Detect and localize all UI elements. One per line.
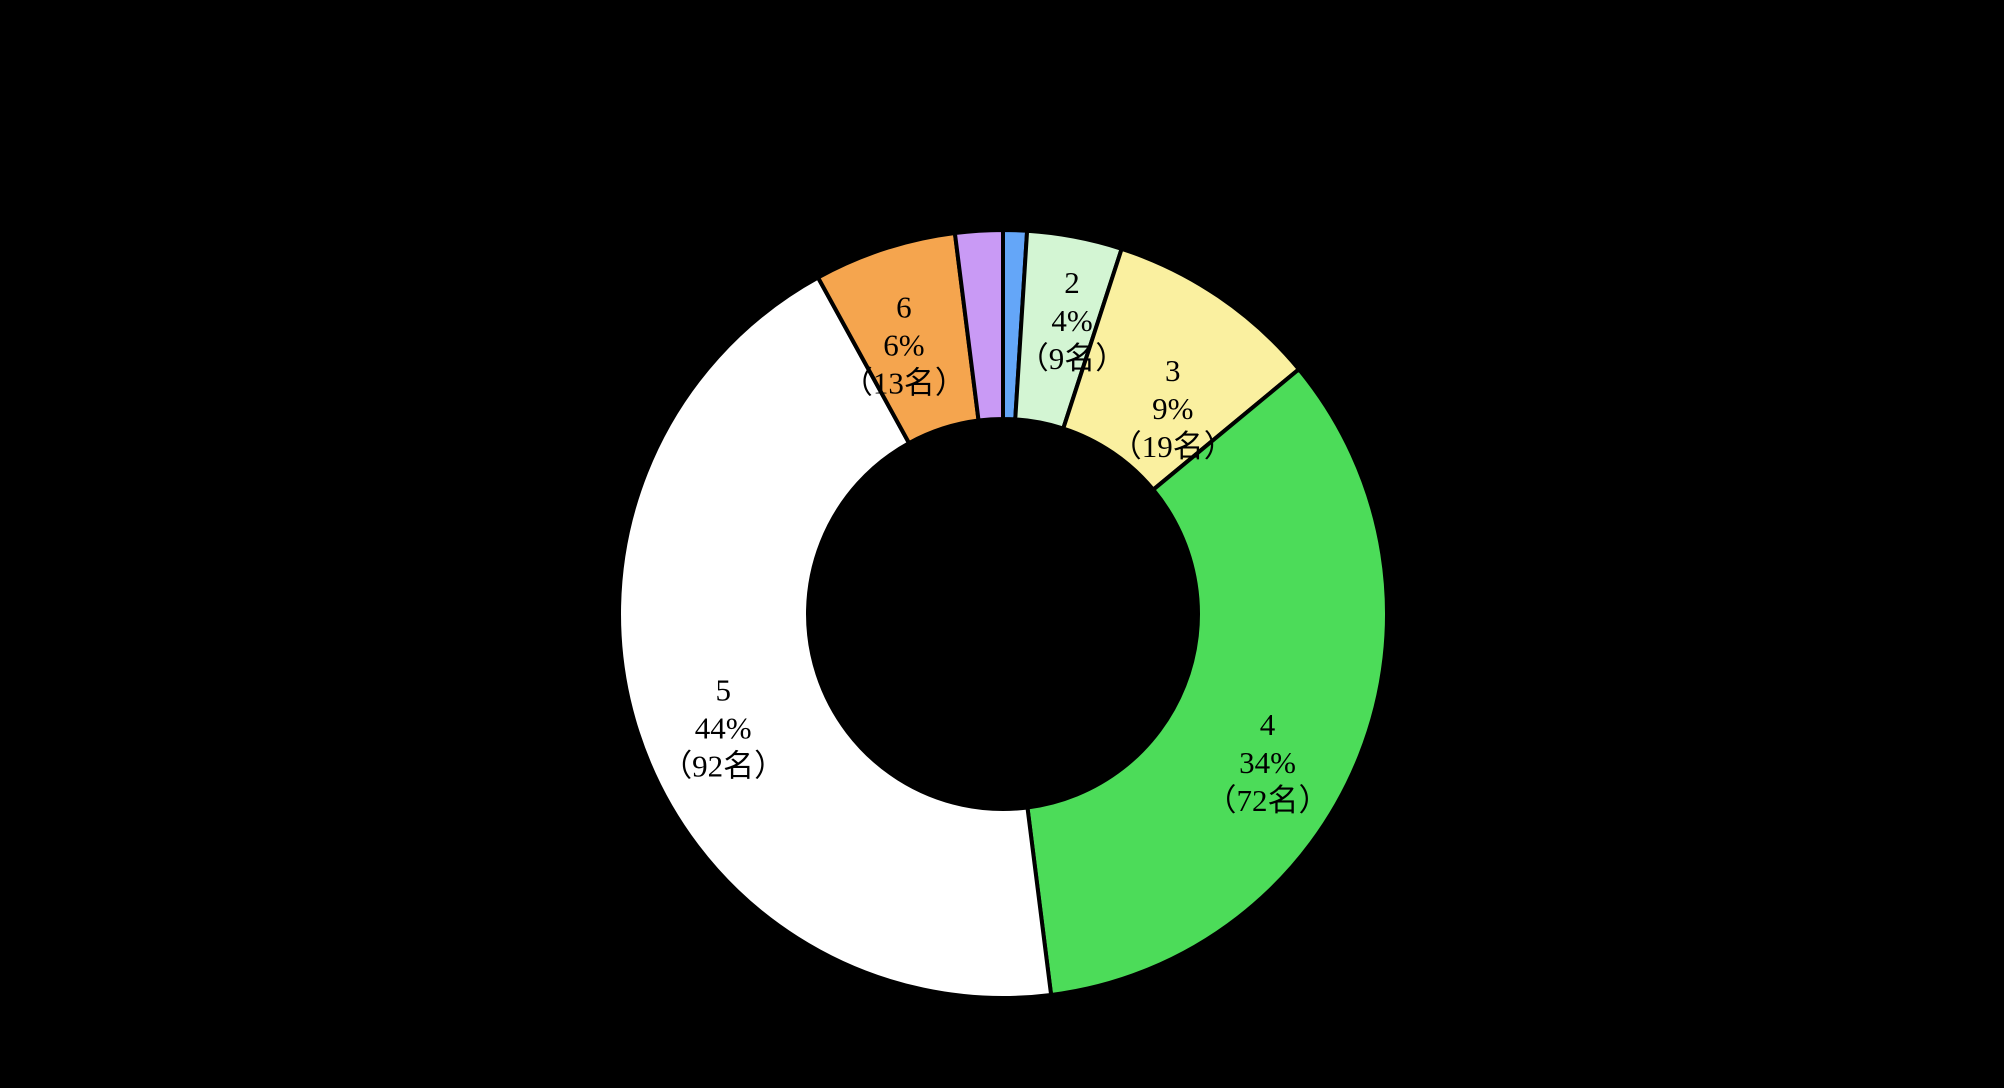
slice-label-2: 2 4%（9名） <box>1018 265 1127 376</box>
slice-label-3-line-3: （19名） <box>1111 429 1235 464</box>
slice-label-6: 6 6%（13名） <box>842 290 966 401</box>
slice-label-2-line-3: （9名） <box>1018 341 1127 376</box>
slice-label-3-line-2: 9% <box>1152 391 1193 426</box>
slice-label-4-line-2: 34% <box>1239 745 1296 780</box>
pie-slice-5 <box>617 274 1054 1000</box>
slice-label-5-line-1: 5 <box>715 673 731 708</box>
slice-label-5-line-3: （92名） <box>661 749 785 784</box>
slice-label-3-line-1: 3 <box>1165 353 1181 388</box>
pie-slice-7 <box>952 227 1005 423</box>
slice-label-6-line-1: 6 <box>896 290 912 325</box>
slice-label-6-line-2: 6% <box>883 328 924 363</box>
slice-label-6-line-3: （13名） <box>842 366 966 401</box>
slice-label-2-line-1: 2 <box>1064 265 1080 300</box>
slice-label-4-line-1: 4 <box>1260 707 1276 742</box>
slice-label-5: 5 44%（92名） <box>661 673 785 784</box>
slice-label-3: 3 9%（19名） <box>1111 353 1235 464</box>
slice-label-2-line-2: 4% <box>1051 303 1092 338</box>
pie-slice-4 <box>1025 366 1389 998</box>
slice-label-4-line-3: （72名） <box>1206 783 1330 818</box>
slice-label-4: 4 34%（72名） <box>1206 707 1330 818</box>
slice-label-5-line-2: 44% <box>695 711 752 746</box>
